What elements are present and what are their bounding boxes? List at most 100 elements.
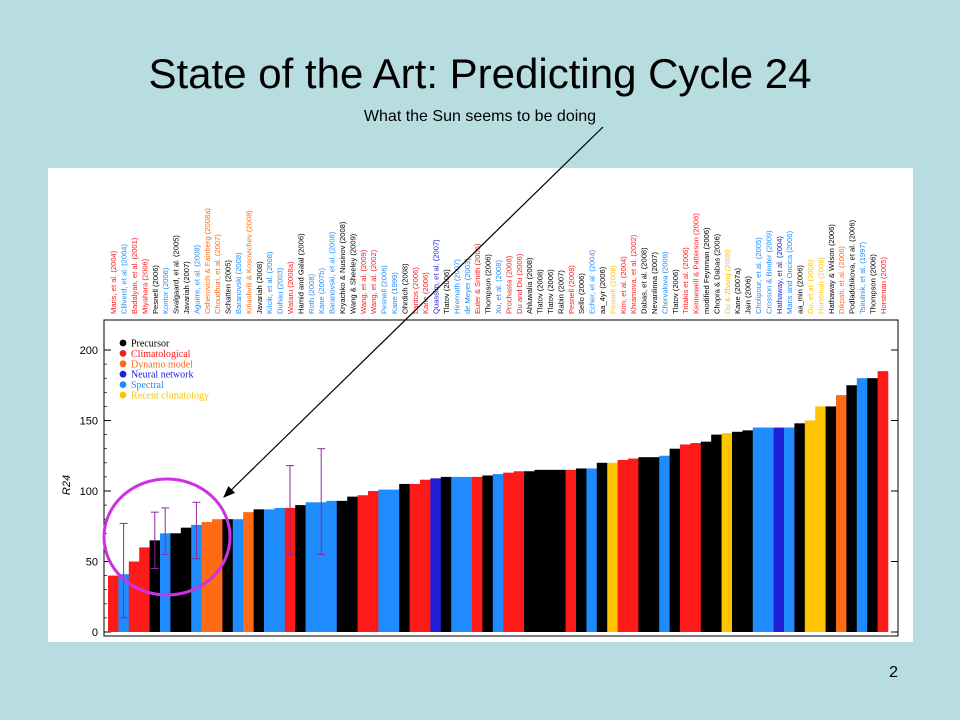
bar — [596, 462, 608, 632]
bar — [794, 423, 806, 632]
category-label: Kane (2007a) — [733, 268, 742, 314]
bar — [856, 378, 868, 632]
bar — [586, 468, 598, 632]
bar — [846, 385, 858, 632]
legend-label: Recent climatology — [131, 391, 209, 402]
highlight-circle — [102, 477, 232, 597]
bar — [409, 483, 421, 632]
bar — [243, 512, 254, 632]
bar — [524, 471, 535, 632]
category-label: Clilverd, et al. (2004) — [120, 243, 129, 314]
category-label: Baranovski, et al. (2008) — [328, 231, 337, 314]
bar — [368, 491, 379, 632]
category-label: Ohrdich (2008) — [400, 263, 409, 314]
bar — [451, 476, 462, 632]
category-label: Pesnell (2006) — [380, 265, 389, 314]
legend-label: Neural network — [131, 370, 193, 381]
legend-label: Climatological — [131, 349, 191, 360]
bar — [388, 489, 400, 632]
category-label: Osherovich & Fainberg (2008a) — [203, 208, 212, 314]
category-label: Tlatov (2008) — [536, 269, 545, 314]
category-label: Tsirulnik, et al. (1997) — [858, 241, 867, 314]
bar — [357, 495, 369, 632]
category-label: Echer, et al. (2004) — [588, 249, 597, 314]
category-label: Kennewell & Patterson (2006) — [692, 213, 701, 314]
bar — [752, 427, 764, 632]
category-label: Khramova, et al. (2002) — [629, 234, 638, 314]
bar — [815, 406, 826, 632]
bar — [420, 479, 431, 632]
category-label: Rabin (2007) — [556, 270, 565, 314]
bar — [576, 468, 587, 632]
bar — [513, 471, 525, 632]
category-label: Schatten (2005) — [224, 259, 233, 314]
category-label: Choudhuri, et al. (2007) — [213, 234, 222, 314]
category-label: Javariah (2008) — [255, 261, 264, 314]
category-label: Horstman (2005) — [879, 257, 888, 314]
bar — [669, 448, 681, 632]
y-tick-label: 0 — [92, 627, 98, 639]
category-label: Lantos (2006) — [411, 267, 420, 314]
legend-marker — [119, 381, 127, 388]
bar — [607, 462, 618, 632]
y-tick-label: 150 — [80, 416, 98, 428]
bar — [180, 527, 192, 632]
y-tick-label: 200 — [80, 345, 98, 357]
bar — [732, 431, 743, 632]
bar — [773, 427, 785, 632]
legend-label: Precursor — [131, 339, 170, 350]
legend-marker — [119, 391, 127, 399]
category-label: Kim, et al. (2004) — [619, 256, 628, 314]
plot-frame — [103, 319, 899, 637]
y-axis: 0 50 100 150 200 R24 — [61, 345, 898, 639]
bar — [784, 427, 795, 632]
category-label: Kontor (2006) — [161, 267, 170, 314]
category-label: Kryachko & Nusinov (2008) — [338, 221, 347, 314]
bar — [201, 522, 213, 632]
bar — [295, 505, 306, 632]
category-label: de Meyer (2003) — [463, 258, 472, 314]
category-label: aa_4yr (2006) — [598, 266, 607, 314]
category-label: Kane (2007b) — [317, 268, 326, 314]
bar — [160, 533, 171, 632]
category-label: Kilcik, et al. (2008) — [265, 251, 274, 314]
category-label: Horstman (2006) — [816, 257, 825, 314]
bar — [232, 519, 244, 632]
bar — [742, 430, 754, 632]
legend-marker — [119, 360, 127, 368]
category-label: Podladchikova, et al. (2006) — [848, 219, 857, 314]
category-label: Miyahara (2006) — [140, 258, 149, 314]
bar — [492, 474, 504, 632]
bar — [347, 496, 358, 632]
category-label: Pesnell (2008) — [608, 265, 617, 314]
bar — [139, 547, 150, 632]
category-label: Dabas, et al. (2008) — [640, 247, 649, 314]
category-label: Javariah (2007) — [182, 261, 191, 314]
bar — [305, 502, 317, 632]
bar — [565, 469, 577, 632]
bar — [222, 519, 234, 632]
bar — [836, 395, 847, 632]
bar — [284, 507, 296, 632]
category-label: Tlatov (2006) — [546, 269, 555, 314]
bar — [212, 519, 223, 632]
category-label: Thompson (2006) — [484, 254, 493, 314]
bar — [108, 575, 119, 632]
category-label: Prochasta (2008) — [504, 255, 513, 314]
category-label: Roth (2008) — [307, 273, 316, 314]
bar — [482, 475, 494, 632]
category-label: Thompson (2006) — [868, 254, 877, 314]
category-label: Hathaway, et al. (2004) — [775, 236, 784, 314]
bar — [128, 561, 140, 632]
bar — [628, 458, 639, 632]
category-label: Du, et al. (2006) — [806, 259, 815, 314]
category-label: Xu, et al. (2008) — [494, 259, 503, 314]
category-label: Hamid and Galal (2006) — [296, 233, 305, 314]
bar — [503, 472, 514, 632]
bar — [825, 406, 837, 632]
bar — [534, 469, 546, 632]
bar — [690, 443, 702, 632]
error-bars — [119, 448, 326, 619]
bar — [378, 489, 390, 632]
category-label: Tritakis et al. (2006) — [681, 247, 690, 314]
